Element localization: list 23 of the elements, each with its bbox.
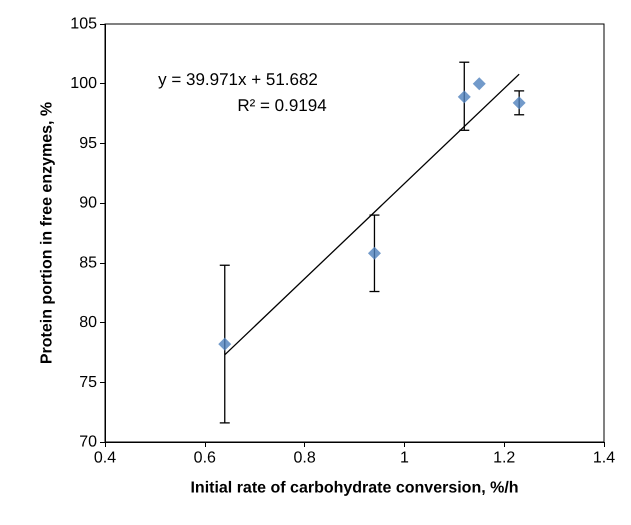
point bbox=[218, 338, 232, 351]
x-axis-title: Initial rate of carbohydrate conversion, %/h bbox=[190, 480, 519, 496]
x-tick-label: 0.4 bbox=[94, 450, 116, 466]
point bbox=[458, 90, 471, 104]
y-axis-title: Protein portion in free enzymes, % bbox=[38, 102, 56, 364]
y-tick-label: 95 bbox=[79, 134, 98, 152]
x-tick-label: 1.4 bbox=[592, 450, 616, 466]
y-tick-label: 85 bbox=[79, 254, 98, 272]
annotation: R² = 0.9194 bbox=[237, 96, 327, 115]
y-tick-label: 75 bbox=[79, 374, 98, 391]
annotation: y = 39.971x + 51.682 bbox=[158, 70, 318, 89]
y-tick-label: 70 bbox=[79, 434, 98, 450]
point bbox=[472, 77, 486, 90]
x-tick-label: 0.6 bbox=[194, 450, 216, 466]
x-tick-label: 1.2 bbox=[493, 450, 516, 466]
y-tick-label: 105 bbox=[70, 16, 98, 32]
y-tick-label: 80 bbox=[79, 314, 98, 332]
point bbox=[368, 246, 381, 260]
x-tick-label: 1 bbox=[400, 450, 409, 466]
y-tick-label: 90 bbox=[79, 194, 98, 212]
point bbox=[512, 96, 526, 110]
x-tick-label: 0.8 bbox=[293, 450, 316, 466]
y-tick-label: 100 bbox=[70, 75, 98, 92]
